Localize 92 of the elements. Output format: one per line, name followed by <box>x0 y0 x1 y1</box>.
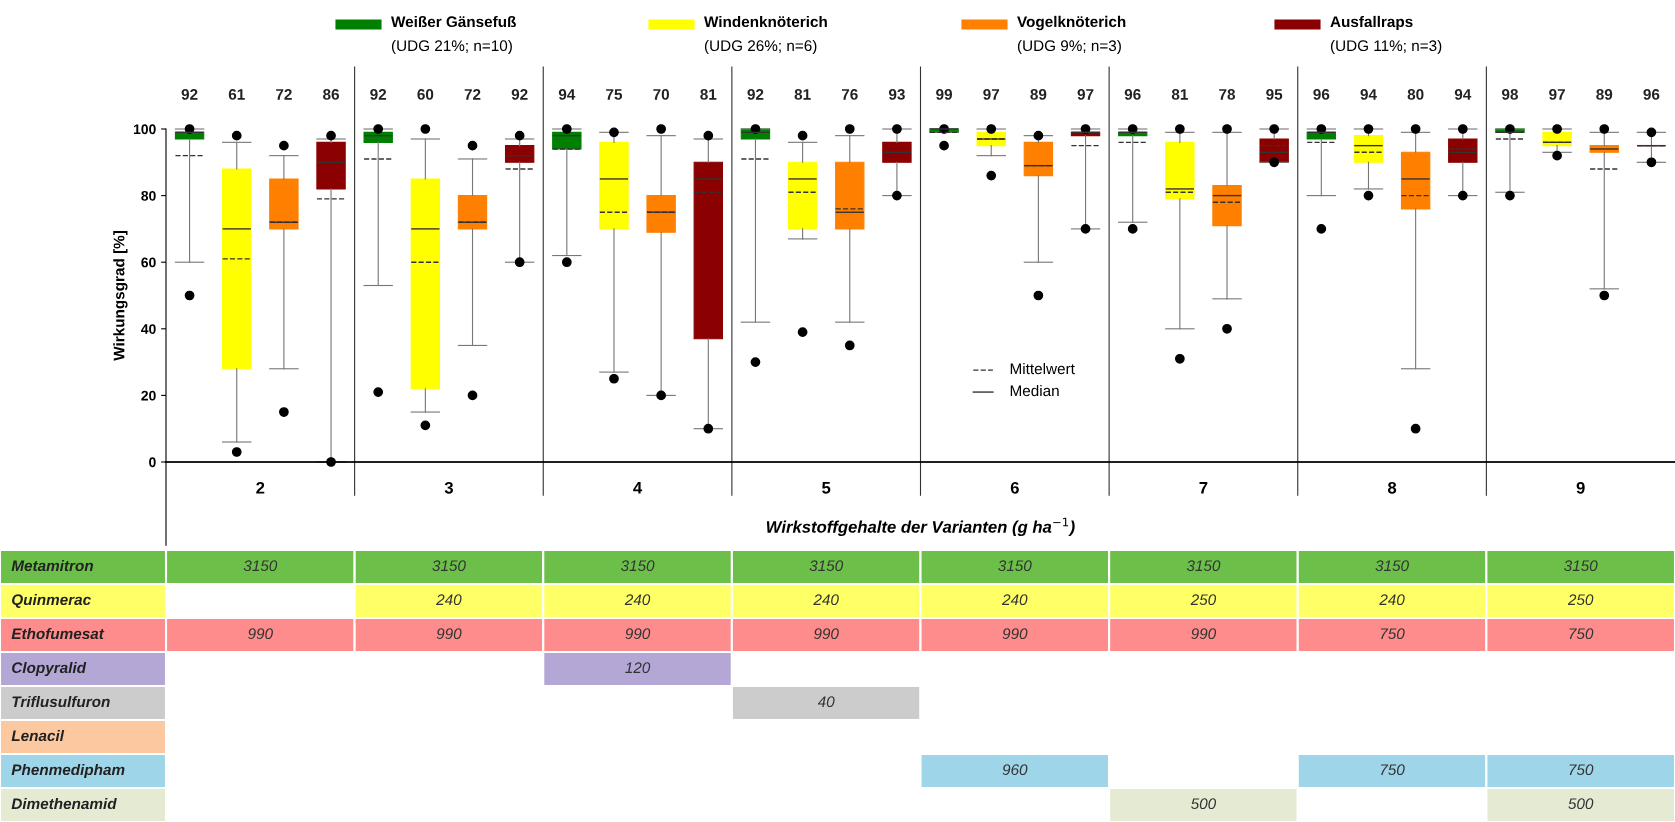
text: 95 <box>1266 88 1283 100</box>
text: 96 <box>1313 88 1330 100</box>
text: 98 <box>1501 88 1518 100</box>
data-label: 960 <box>1002 764 1028 776</box>
y-tick-label: 40 <box>141 324 156 334</box>
text: 96 <box>1124 88 1141 100</box>
text: 97 <box>1549 88 1565 100</box>
data-label: 3150 <box>243 560 278 572</box>
data-label: 990 <box>813 628 839 640</box>
text: 78 <box>1219 88 1236 100</box>
text: 76 <box>841 88 858 100</box>
data-label: 750 <box>1569 764 1594 776</box>
data-label: 750 <box>1380 764 1405 776</box>
data-label: 120 <box>625 662 651 674</box>
x-tick-label: 7 <box>1199 482 1208 494</box>
data-label: 40 <box>817 696 835 708</box>
data-label: 3150 <box>620 560 655 572</box>
data-label: 990 <box>625 628 651 640</box>
data-label: 240 <box>436 594 462 606</box>
data-label: 3150 <box>1186 560 1221 572</box>
text: 92 <box>181 88 198 100</box>
text: 75 <box>606 89 623 100</box>
y-tick-label: 20 <box>141 390 156 401</box>
data-label: 990 <box>1002 628 1028 640</box>
y-tick-label: Clopyralid <box>12 661 87 677</box>
y-tick-label: 80 <box>141 190 156 201</box>
y-tick-label: Quinmerac <box>12 593 91 608</box>
text: 72 <box>464 88 481 100</box>
text: 80 <box>1407 88 1424 100</box>
data-label: 990 <box>1191 628 1217 640</box>
data-label: 3150 <box>432 560 466 572</box>
data-label: 3150 <box>1564 560 1598 572</box>
text: 97 <box>983 88 1000 100</box>
x-tick-label: 4 <box>633 482 643 494</box>
data-label: 3150 <box>1375 560 1409 572</box>
y-tick-label: Metamitron <box>11 559 94 572</box>
text: 99 <box>936 88 953 100</box>
text: 61 <box>228 88 245 100</box>
x-tick-label: 9 <box>1576 481 1585 494</box>
text: 94 <box>1360 88 1377 100</box>
text: 86 <box>323 88 339 100</box>
text: 92 <box>511 88 528 100</box>
text: 92 <box>747 88 764 100</box>
text: 89 <box>1596 88 1613 100</box>
data-label: 990 <box>436 628 462 640</box>
data-label: 990 <box>248 628 273 640</box>
data-label: 3150 <box>809 560 844 572</box>
annotation: Median <box>1010 384 1059 397</box>
x-tick-label: 5 <box>822 482 831 494</box>
y-tick-label: Lenacil <box>11 729 65 742</box>
text: 89 <box>1030 88 1047 100</box>
x-tick-label: 6 <box>1010 481 1019 494</box>
text: 94 <box>1454 88 1472 100</box>
text: 94 <box>558 88 576 100</box>
data-label: 500 <box>1191 798 1217 810</box>
data-label: 750 <box>1380 628 1405 640</box>
x-tick-label: 3 <box>444 481 453 494</box>
y-tick-label: Dimethenamid <box>11 797 117 810</box>
y-axis-title: Wirkungsgrad [%] <box>113 231 128 361</box>
y-tick-label: Triflusulfuron <box>12 695 110 708</box>
annotation: Mittelwert <box>1010 362 1075 375</box>
chart-title: Wirkstoffgehalte der Varianten (g ha$^{−1}$) <box>766 517 1075 537</box>
y-tick-label: Ethofumesat <box>11 627 105 640</box>
data-label: 750 <box>1569 628 1594 640</box>
data-label: 240 <box>813 594 839 606</box>
text: 81 <box>794 88 811 100</box>
text: 97 <box>1077 88 1094 100</box>
legend-label: Weißer Gänsefuß (UDG 21%; n=10) <box>391 15 516 55</box>
data-label: 250 <box>1190 594 1217 606</box>
data-label: 240 <box>624 594 651 606</box>
legend-label: Vogelknöterich (UDG 9%; n=3) <box>1017 15 1126 55</box>
text: 92 <box>370 88 387 100</box>
text: 70 <box>653 88 670 100</box>
data-label: 240 <box>1001 594 1028 606</box>
text: 72 <box>276 88 292 100</box>
y-tick-label: 60 <box>141 257 156 268</box>
y-tick-label: 0 <box>149 457 156 468</box>
text: 96 <box>1643 88 1660 100</box>
text: 93 <box>888 88 905 100</box>
x-tick-label: 2 <box>256 481 265 494</box>
text: 81 <box>1171 88 1188 100</box>
data-label: 3150 <box>998 560 1032 572</box>
data-label: 240 <box>1379 594 1405 606</box>
x-tick-label: 8 <box>1387 481 1397 494</box>
y-tick-label: Phenmedipham <box>11 763 125 779</box>
data-label: 250 <box>1567 594 1594 606</box>
data-label: 500 <box>1568 798 1594 810</box>
text: 60 <box>417 88 434 100</box>
text: 81 <box>700 88 717 100</box>
legend-label: Ausfallraps (UDG 11%; n=3) <box>1330 15 1442 55</box>
legend-label: Windenknöterich (UDG 26%; n=6) <box>704 15 827 55</box>
y-tick-label: 100 <box>133 124 156 135</box>
